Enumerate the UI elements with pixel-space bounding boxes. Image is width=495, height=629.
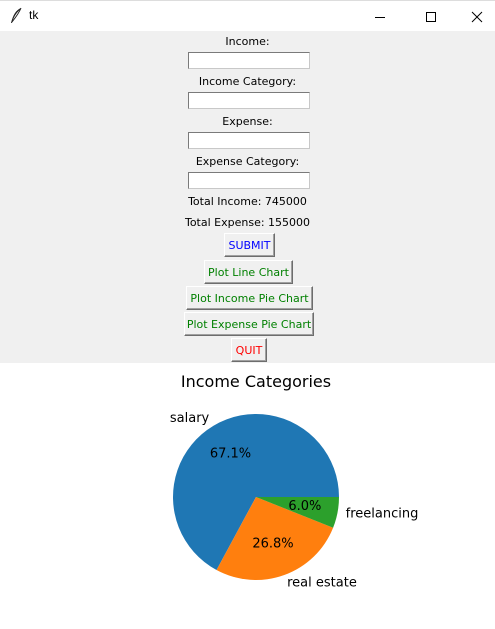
total-expense-label: Total Expense: 155000 [184,216,311,229]
plot-expense-pie-chart-button[interactable]: Plot Expense Pie Chart [184,312,314,336]
chart-title: Income Categories [181,372,331,391]
form-panel: Income: Income Category: Expense: Expens… [0,31,495,363]
expense-category-input[interactable] [188,172,310,189]
minimize-button[interactable] [357,1,403,32]
expense-input[interactable] [188,132,310,149]
minimize-icon [375,16,385,18]
plot-income-pie-chart-button[interactable]: Plot Income Pie Chart [186,286,313,310]
title-bar[interactable]: tk [0,0,495,31]
maximize-button[interactable] [408,1,454,32]
feather-icon [11,7,22,23]
income-category-input[interactable] [188,92,310,109]
plot-line-chart-button[interactable]: Plot Line Chart [204,260,293,284]
pie-category-label: real estate [287,575,357,590]
pie-percent-label: 26.8% [252,536,293,551]
close-button[interactable] [454,1,495,32]
income-input[interactable] [188,52,310,69]
income-label: Income: [225,35,270,48]
expense-category-label: Expense Category: [195,155,300,168]
pie-slice-freelancing [256,497,339,528]
total-income-label: Total Income: 745000 [188,195,307,208]
pie-slice-real-estate [216,497,334,580]
submit-button[interactable]: SUBMIT [224,233,275,257]
expense-label: Expense: [222,115,273,128]
income-category-label: Income Category: [198,75,297,88]
pie-category-label: salary [170,411,210,426]
close-icon [471,11,483,22]
pie-slice-salary [172,414,339,571]
pie-percent-label: 67.1% [210,447,251,462]
maximize-icon [426,11,436,22]
quit-button[interactable]: QUIT [231,338,267,362]
window-title: tk [29,8,39,22]
income-pie-chart: Income Categories 67.1% salary 26.8% real e… [0,363,495,629]
pie-category-label: freelancing [346,507,419,522]
pie-percent-label: 6.0% [288,499,321,514]
